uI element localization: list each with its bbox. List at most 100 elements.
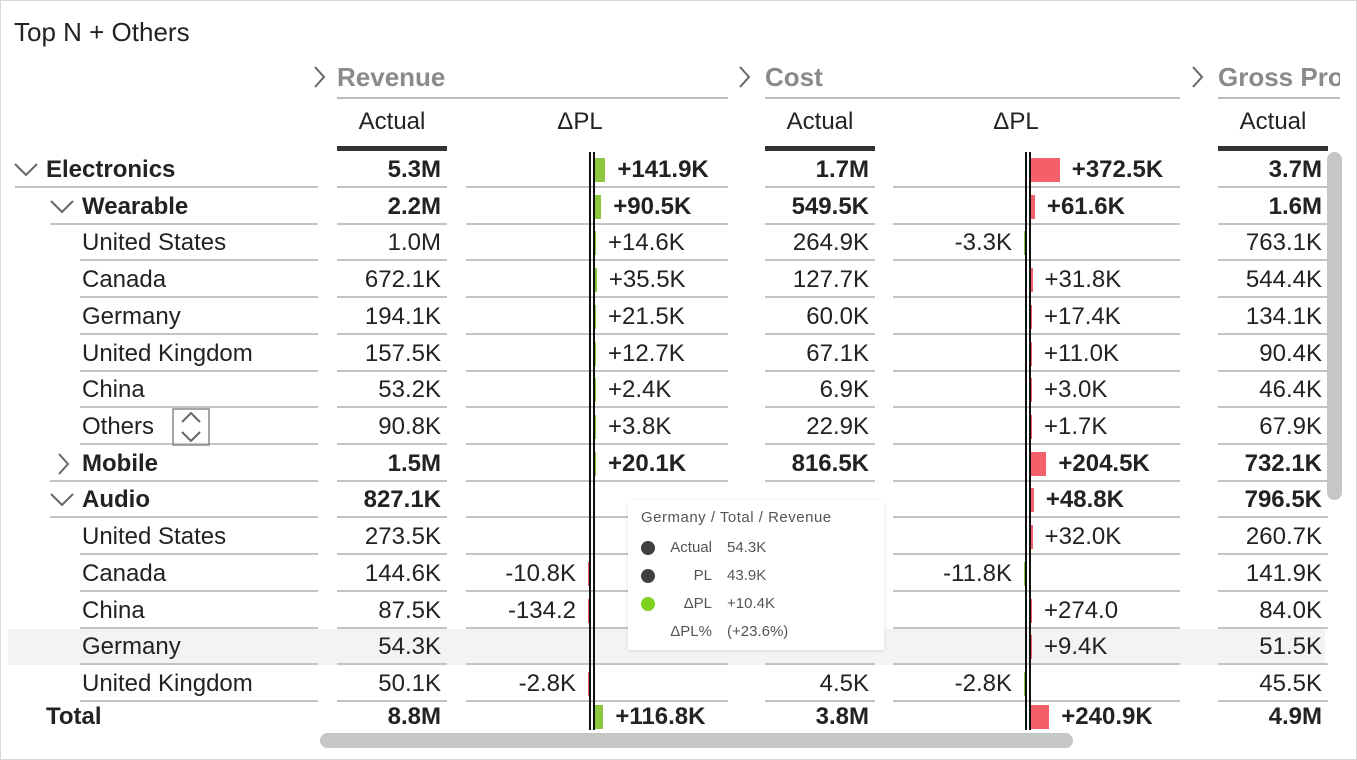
delta-cell: -11.8K: [943, 559, 1012, 587]
vertical-scrollbar[interactable]: [1327, 152, 1342, 500]
top-n-control[interactable]: [172, 408, 210, 446]
cell-underline: [1218, 516, 1328, 519]
cell-underline: [893, 332, 1180, 335]
total-label: Total: [46, 703, 102, 730]
delta-cell: +14.6K: [608, 229, 685, 257]
value-cell: 67.1K: [806, 339, 869, 367]
value-cell: 54.3K: [378, 633, 441, 661]
expand-chevron[interactable]: [50, 492, 74, 508]
row-label: United States: [82, 229, 227, 257]
row-label: United States: [82, 523, 227, 551]
cell-underline: [337, 259, 447, 262]
cell-underline: [765, 443, 875, 446]
cell-underline: [337, 443, 447, 446]
cell-underline: [765, 186, 875, 188]
tooltip-value: +10.4K: [727, 595, 775, 612]
collapse-chevron[interactable]: [58, 453, 70, 475]
value-cell: 5.3M: [387, 156, 441, 183]
row-label: China: [82, 376, 145, 404]
label-underline: [80, 259, 318, 262]
delta-bar: [594, 231, 596, 256]
delta-cell: +35.5K: [608, 266, 686, 294]
value-cell: 45.5K: [1259, 670, 1322, 698]
value-cell: 4.5K: [819, 670, 869, 698]
cell-underline: [466, 332, 728, 335]
cell-underline: [1218, 443, 1328, 446]
value-cell: 544.4K: [1245, 266, 1322, 294]
cell-underline: [337, 296, 447, 299]
tooltip-dot: [641, 541, 655, 555]
cell-underline: [893, 479, 1180, 482]
delta-cell: -134.2: [507, 596, 576, 624]
value-cell: 816.5K: [791, 449, 869, 477]
cell-underline: [1218, 259, 1328, 262]
label-underline: [50, 222, 318, 225]
cell-underline: [466, 663, 728, 666]
column-header-bar: [765, 146, 875, 151]
value-cell: 87.5K: [378, 596, 441, 624]
value-cell: 60.0K: [806, 302, 869, 330]
delta-cell: +204.5K: [1058, 449, 1150, 477]
delta-bar: [594, 268, 597, 293]
cell-underline: [893, 553, 1180, 556]
delta-cell: +372.5K: [1071, 156, 1164, 183]
delta-cell: +1.7K: [1044, 413, 1108, 441]
column-header: Actual: [786, 108, 854, 135]
value-cell: 6.9K: [819, 376, 869, 404]
row-label: Germany: [82, 633, 181, 661]
delta-cell: +90.5K: [613, 192, 692, 220]
label-underline: [80, 589, 318, 592]
cell-underline: [1218, 479, 1328, 482]
visual-title: Top N + Others: [14, 17, 190, 47]
group-expand-chevron[interactable]: [314, 66, 326, 88]
tooltip-value: (+23.6%): [727, 623, 789, 640]
label-underline: [80, 296, 318, 299]
value-cell: 732.1K: [1244, 449, 1322, 477]
delta-bar: [594, 451, 596, 476]
expand-chevron[interactable]: [50, 199, 74, 215]
delta-bar: [1030, 158, 1060, 182]
delta-cell: -10.8K: [505, 559, 576, 587]
cell-underline: [1218, 332, 1328, 335]
tooltip-label: ΔPL: [683, 595, 712, 612]
cell-underline: [1218, 663, 1328, 666]
group-underline: [337, 97, 728, 99]
horizontal-scrollbar[interactable]: [320, 733, 1073, 748]
value-cell: 144.6K: [364, 559, 441, 587]
delta-bar: [1030, 341, 1032, 366]
delta-bar: [594, 705, 604, 729]
cell-underline: [893, 700, 1180, 703]
row-label: China: [82, 596, 145, 624]
row-label: Wearable: [82, 192, 189, 220]
label-underline: [80, 443, 318, 446]
cell-underline: [337, 516, 447, 519]
delta-bar: [594, 415, 596, 440]
delta-cell: +141.9K: [617, 156, 709, 183]
value-cell: 8.8M: [387, 703, 441, 730]
cell-underline: [765, 663, 875, 666]
value-cell: 3.8M: [815, 703, 869, 730]
cell-underline: [337, 479, 447, 482]
delta-cell: +240.9K: [1061, 703, 1153, 730]
delta-cell: +11.0K: [1044, 339, 1119, 367]
value-cell: 1.6M: [1268, 192, 1322, 220]
tooltip: Germany / Total / Revenue Actual 54.3K PL 43…: [628, 500, 884, 650]
delta-bar: [594, 304, 596, 329]
value-cell: 22.9K: [806, 413, 869, 441]
value-cell: 90.4K: [1259, 339, 1322, 367]
delta-bar: [1030, 415, 1032, 440]
delta-bar: [1030, 451, 1047, 476]
cell-underline: [765, 296, 875, 299]
delta-cell: +61.6K: [1046, 192, 1125, 220]
label-underline: [15, 186, 318, 188]
cell-underline: [466, 406, 728, 409]
group-expand-chevron[interactable]: [1192, 66, 1204, 88]
label-underline: [80, 626, 318, 629]
group-expand-chevron[interactable]: [739, 66, 751, 88]
value-cell: 1.7M: [815, 156, 869, 183]
expand-chevron[interactable]: [14, 162, 38, 178]
value-cell: 273.5K: [364, 523, 441, 551]
label-underline: [50, 479, 318, 482]
cell-underline: [765, 479, 875, 482]
cell-underline: [1218, 186, 1328, 188]
